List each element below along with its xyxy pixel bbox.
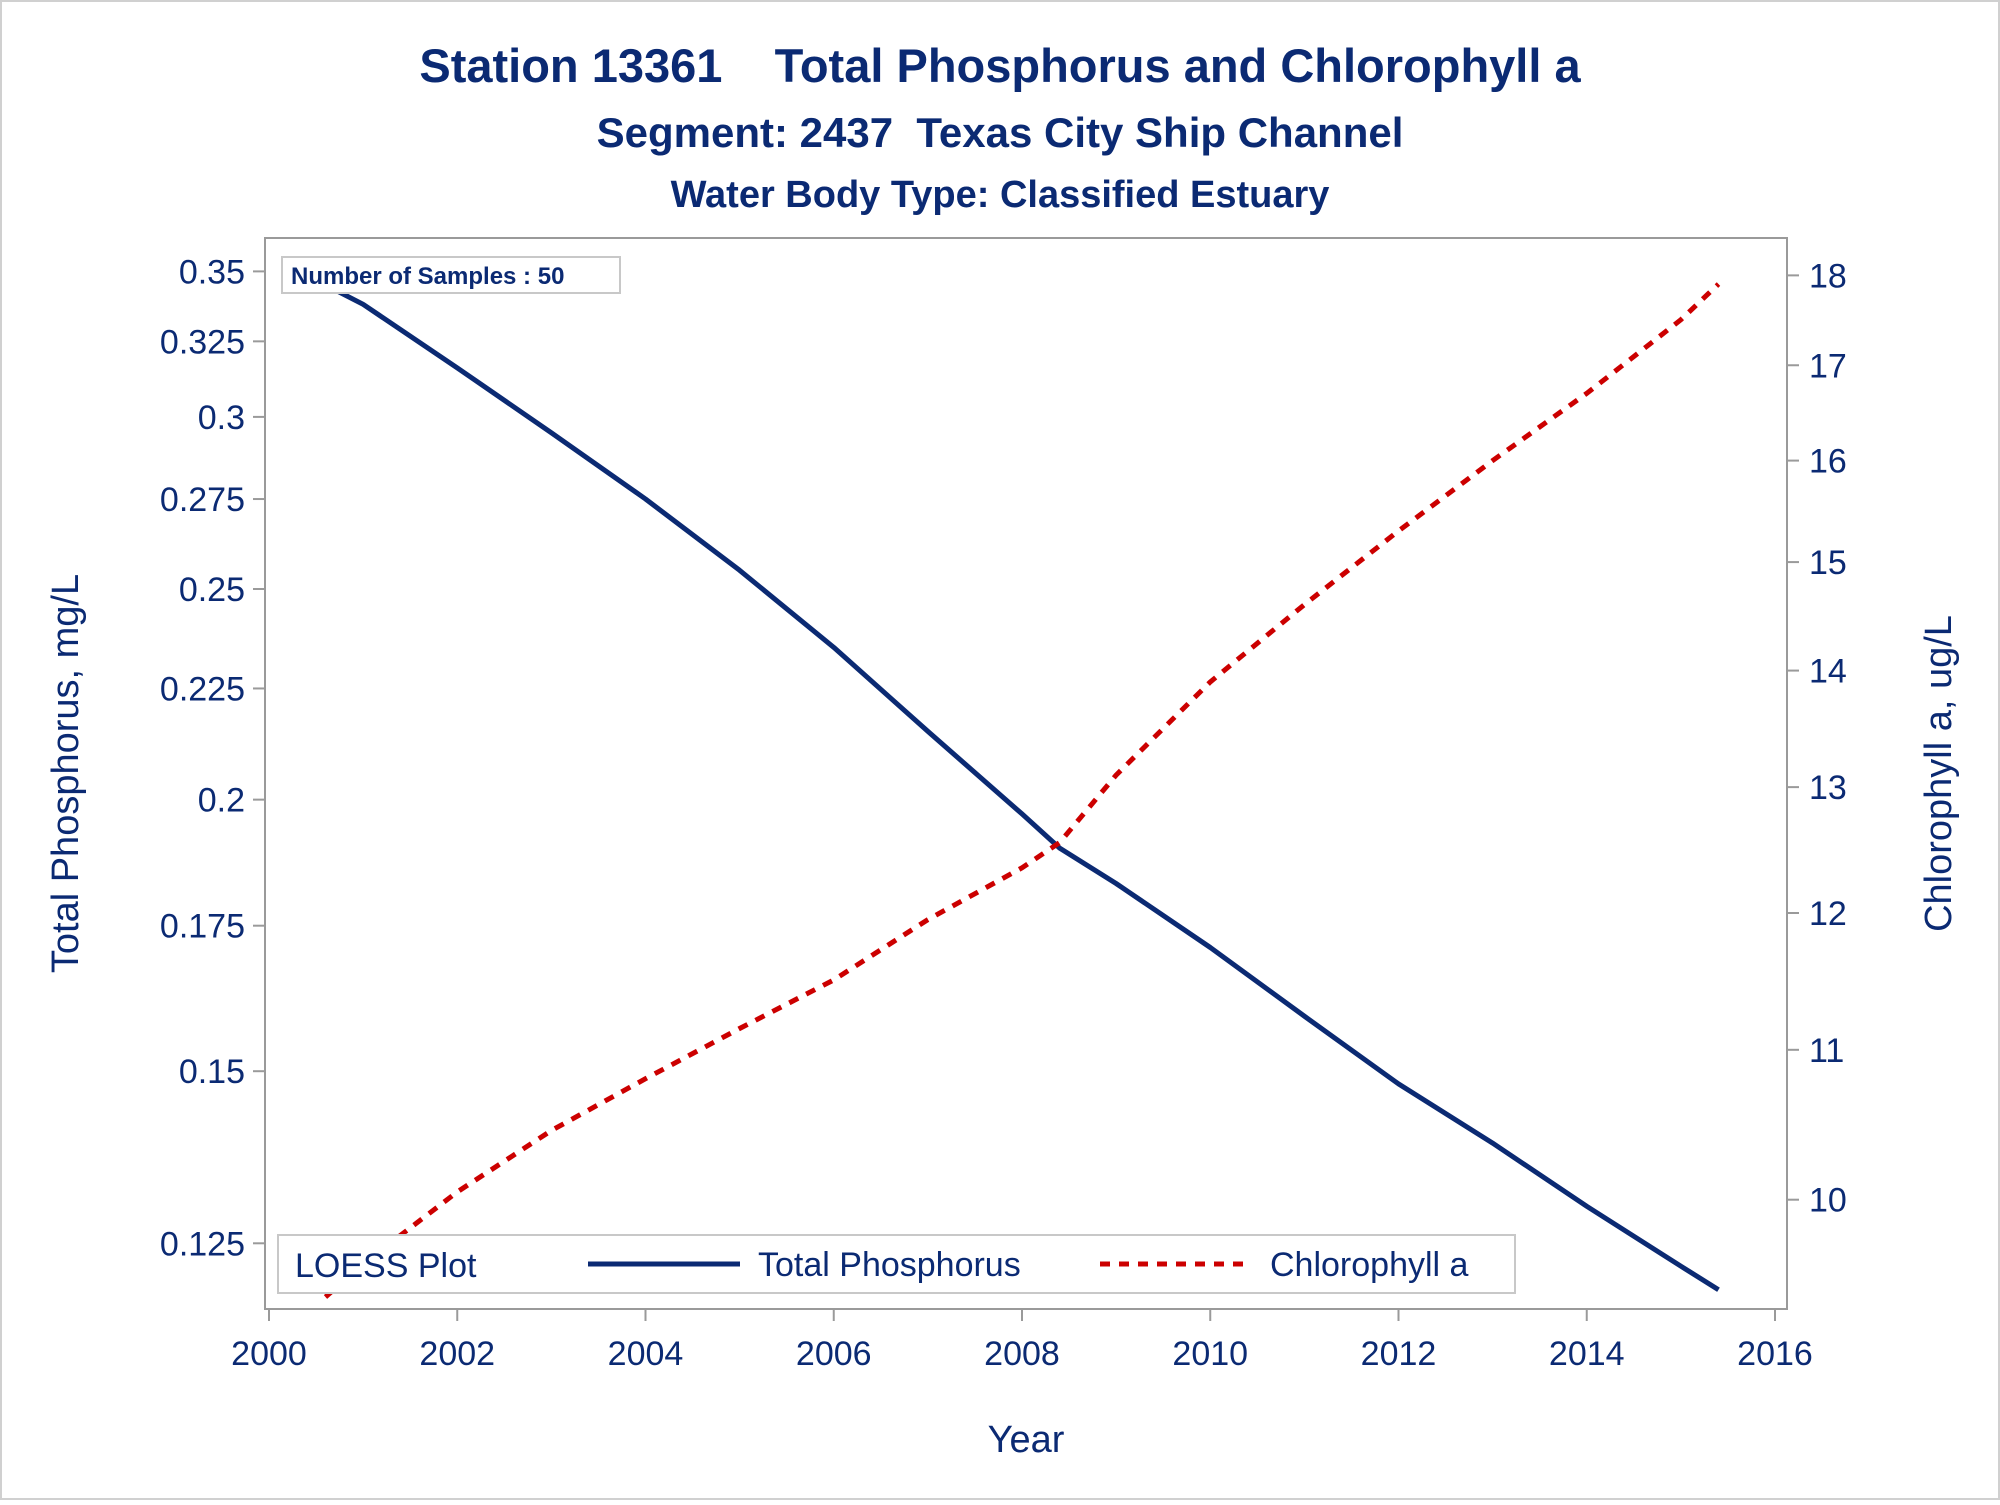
y-left-tick-label-0-25: 0.25 bbox=[179, 571, 245, 609]
plot-frame bbox=[264, 237, 1788, 1310]
chart-subtitle-2: Water Body Type: Classified Estuary bbox=[671, 174, 1330, 216]
x-tick-label-2006: 2006 bbox=[796, 1335, 872, 1373]
sample-count-label: Number of Samples : 50 bbox=[291, 263, 564, 290]
x-tick-label-2010: 2010 bbox=[1172, 1335, 1248, 1373]
y-right-tick-label-13: 13 bbox=[1809, 769, 1847, 807]
y-left-tick-label-0-225: 0.225 bbox=[160, 670, 245, 708]
x-tick-label-2008: 2008 bbox=[984, 1335, 1060, 1373]
y-left-tick-label-0-325: 0.325 bbox=[160, 323, 245, 361]
y-right-axis-label: Chlorophyll a, ug/L bbox=[1918, 615, 1960, 932]
y-right-tick-label-15: 15 bbox=[1809, 544, 1847, 582]
legend-label-chlorophyll-a: Chlorophyll a bbox=[1270, 1246, 1469, 1284]
y-left-tick-label-0-15: 0.15 bbox=[179, 1053, 245, 1091]
y-left-tick-label-0-275: 0.275 bbox=[160, 481, 245, 519]
y-right-tick-label-14: 14 bbox=[1809, 653, 1847, 691]
series-layer bbox=[323, 282, 1721, 1299]
y-right-tick-label-16: 16 bbox=[1809, 443, 1847, 481]
x-tick-label-2000: 2000 bbox=[231, 1335, 307, 1373]
y-right-tick-label-18: 18 bbox=[1809, 257, 1847, 295]
sample-count-frame bbox=[281, 256, 621, 294]
x-axis-label: Year bbox=[988, 1419, 1065, 1461]
y-right-tick-label-12: 12 bbox=[1809, 895, 1847, 933]
x-tick-label-2016: 2016 bbox=[1737, 1335, 1813, 1373]
sample-count-box: Number of Samples : 50 bbox=[281, 256, 621, 294]
legend-label-total-phosphorus: Total Phosphorus bbox=[758, 1246, 1021, 1284]
y-left-tick-label-0-35: 0.35 bbox=[179, 253, 245, 291]
chart-subtitle: Segment: 2437 Texas City Ship Channel bbox=[597, 109, 1404, 156]
series-line-chlorophyll-a bbox=[323, 282, 1721, 1299]
y-right-tick-label-10: 10 bbox=[1809, 1182, 1847, 1220]
x-tick-label-2004: 2004 bbox=[608, 1335, 684, 1373]
y-left-axis-label: Total Phosphorus, mg/L bbox=[45, 574, 87, 973]
x-tick-label-2002: 2002 bbox=[419, 1335, 495, 1373]
y-left-tick-label-0-125: 0.125 bbox=[160, 1225, 245, 1263]
y-left-tick-label-0-3: 0.3 bbox=[198, 399, 245, 437]
legend-title: LOESS Plot bbox=[295, 1247, 477, 1285]
x-tick-label-2014: 2014 bbox=[1549, 1335, 1625, 1373]
y-left-tick-label-0-2: 0.2 bbox=[198, 782, 245, 820]
chart-title: Station 13361 Total Phosphorus and Chlor… bbox=[419, 39, 1581, 92]
y-right-tick-label-17: 17 bbox=[1809, 347, 1847, 385]
axes-layer: 2000 2002 2004 2006 2008 2010 2012 2014 2016 0.12… bbox=[45, 253, 1960, 1461]
legend-frame bbox=[277, 1234, 1516, 1294]
series-line-total-phosphorus bbox=[324, 282, 1720, 1292]
legend: LOESS Plot Total Phosphorus Chlorophyll … bbox=[277, 1234, 1516, 1294]
y-left-tick-label-0-175: 0.175 bbox=[160, 908, 245, 946]
x-tick-label-2012: 2012 bbox=[1361, 1335, 1437, 1373]
y-right-tick-label-11: 11 bbox=[1809, 1032, 1844, 1070]
